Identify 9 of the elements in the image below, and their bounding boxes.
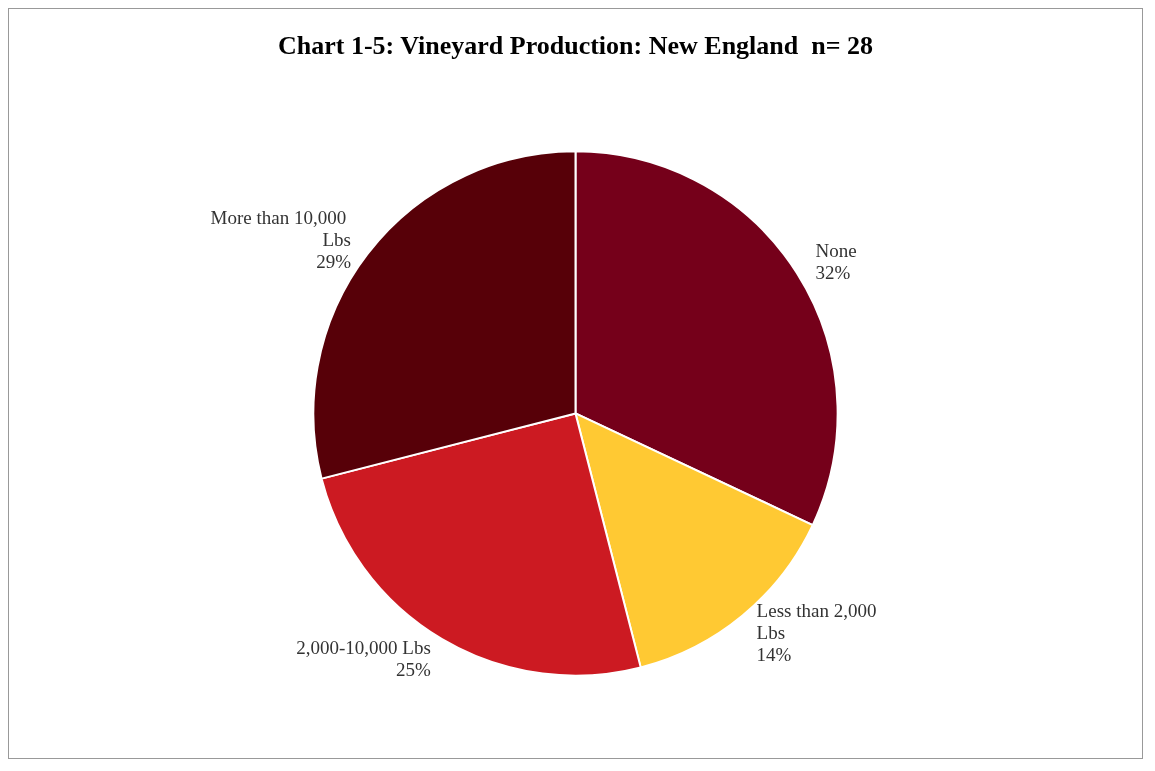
slice-label: Less than 2,000 Lbs bbox=[756, 599, 882, 643]
data-label: 14% bbox=[756, 643, 792, 665]
chart-title: Chart 1-5: Vineyard Production: New England n= 28 bbox=[277, 30, 874, 60]
slice-label: None bbox=[815, 239, 857, 261]
slice-label: More than 10,000 Lbs bbox=[210, 206, 351, 250]
data-label: 25% bbox=[396, 658, 432, 680]
slice-label: 2,000-10,000 Lbs bbox=[296, 636, 431, 658]
data-label: 32% bbox=[815, 261, 851, 283]
data-label: 29% bbox=[316, 250, 352, 272]
